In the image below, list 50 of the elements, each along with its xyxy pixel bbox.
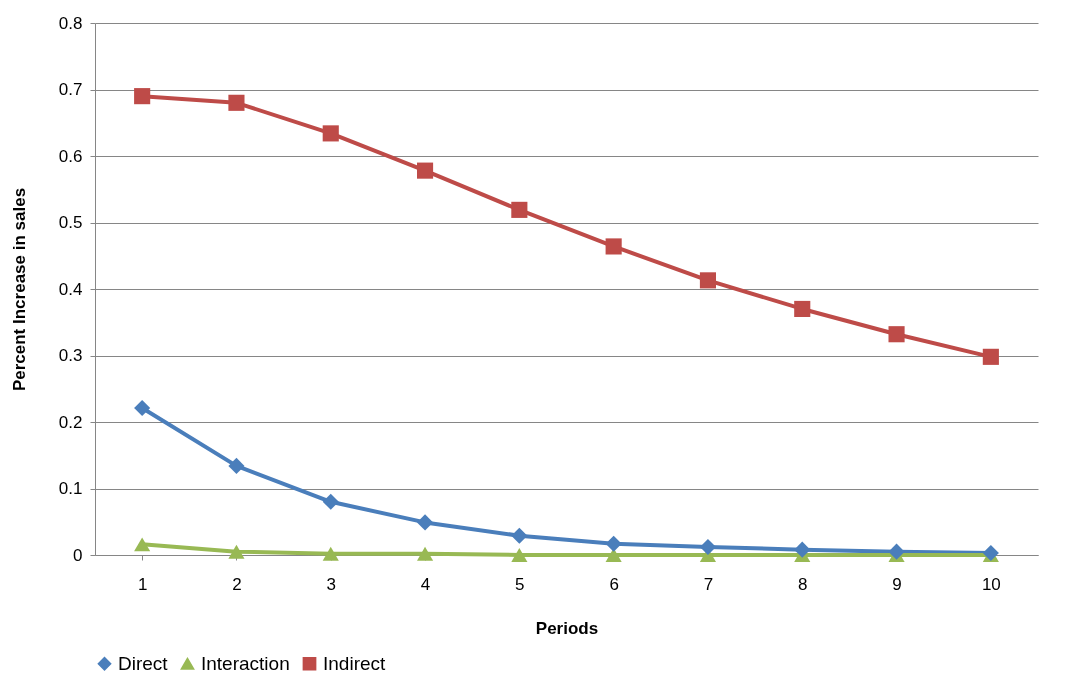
point	[134, 537, 151, 552]
point	[322, 125, 339, 142]
point	[888, 326, 905, 343]
point	[794, 300, 811, 318]
point	[228, 457, 245, 474]
legend-label: Interaction	[201, 652, 290, 674]
x-tick-label: 6	[609, 574, 619, 594]
y-axis-title: Percent Increase in sales	[9, 187, 29, 392]
x-tick-label: 9	[892, 574, 902, 594]
y-tick-label: 0.1	[58, 479, 83, 498]
point	[134, 88, 151, 105]
point	[699, 538, 717, 556]
point	[982, 348, 999, 365]
y-tick-label: 0.5	[58, 213, 83, 232]
point	[794, 541, 811, 558]
point	[511, 548, 528, 562]
point	[605, 535, 622, 552]
x-tick-label: 7	[703, 574, 714, 594]
point	[888, 543, 905, 560]
y-tick-label: 0.4	[58, 279, 83, 299]
point	[416, 546, 434, 561]
point	[322, 546, 339, 561]
point	[605, 548, 622, 562]
y-tick-label: 0.2	[58, 412, 83, 432]
x-tick-label: 8	[798, 574, 808, 594]
point	[416, 162, 434, 179]
y-tick-label: 0.6	[58, 146, 83, 166]
x-tick-label: 10	[981, 574, 1001, 594]
point	[134, 399, 151, 417]
point	[511, 527, 528, 544]
point	[982, 544, 999, 562]
x-tick-label: 4	[420, 574, 431, 594]
x-tick-label: 5	[515, 574, 525, 594]
point	[228, 94, 245, 111]
point	[322, 493, 339, 510]
point	[605, 238, 622, 255]
x-tick-label: 3	[326, 574, 336, 594]
y-tick-label: 0.3	[58, 346, 83, 365]
y-tick-label: 0.8	[58, 13, 83, 33]
legend-label: Indirect	[323, 652, 387, 674]
y-tick-label: 0.7	[58, 80, 83, 99]
legend-label: Direct	[118, 652, 169, 674]
point	[511, 201, 528, 218]
x-tick-label: 1	[137, 574, 148, 594]
x-tick-label: 2	[232, 574, 242, 594]
x-axis-title: Periods	[535, 618, 599, 638]
point	[228, 544, 245, 559]
point	[416, 514, 434, 531]
point	[699, 272, 717, 289]
y-tick-label: 0	[73, 545, 83, 565]
